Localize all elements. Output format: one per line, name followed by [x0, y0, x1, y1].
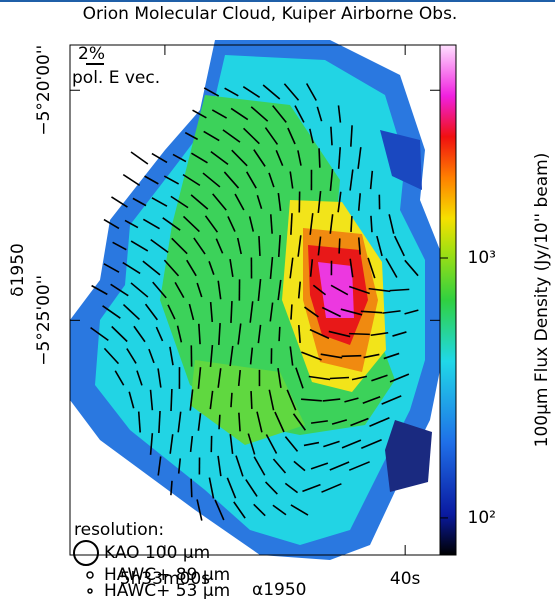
top-border [0, 0, 555, 2]
vector-segment [231, 301, 232, 323]
y-tick-label: −5°20'00'' [34, 45, 54, 136]
vector-segment [342, 356, 362, 357]
vector-segment [231, 393, 232, 407]
map [70, 40, 440, 560]
vector-scale: 2% [78, 44, 105, 64]
colorbar [440, 45, 456, 555]
colorbar-tick-label: 10³ [468, 248, 496, 268]
map-region [385, 420, 432, 492]
vector-segment [319, 148, 320, 167]
vector-segment [291, 304, 292, 319]
vector-segment [351, 216, 352, 232]
vector-segment [219, 415, 220, 430]
vector-segment [171, 389, 172, 411]
vector-segment [279, 327, 280, 341]
vector-segment [371, 216, 372, 232]
vector-segment [131, 152, 148, 164]
figure: Orion Molecular Cloud, Kuiper Airborne O… [0, 0, 555, 599]
colorbar-tick-label: 10² [468, 508, 496, 528]
vector-segment [123, 175, 139, 186]
x-axis-label: α1950 [252, 580, 306, 599]
beam-circle [88, 589, 92, 593]
vector-segment [171, 481, 172, 495]
vector-segment [251, 391, 252, 409]
vector-segment [331, 127, 332, 146]
beam-circle [87, 572, 93, 578]
resolution-entry: KAO 100 μm [104, 543, 210, 563]
y-tick-label: −5°25'00'' [34, 275, 54, 366]
colorbar-label: 100μm Flux Density (Jy/10'' beam) [532, 153, 552, 448]
vector-label: pol. E vec. [72, 68, 160, 88]
beam-circle [74, 541, 98, 565]
vector-segment [330, 378, 349, 379]
vector-segment [191, 479, 192, 498]
y-axis-label: δ1950 [8, 243, 28, 297]
vector-segment [259, 236, 260, 256]
chart-title: Orion Molecular Cloud, Kuiper Airborne O… [83, 4, 458, 24]
vector-segment [349, 334, 370, 335]
x-tick-label: 40s [390, 569, 421, 589]
vector-segment [339, 238, 340, 253]
x-tick-label: 5h33m00s [120, 569, 210, 589]
resolution-title: resolution: [74, 520, 164, 540]
